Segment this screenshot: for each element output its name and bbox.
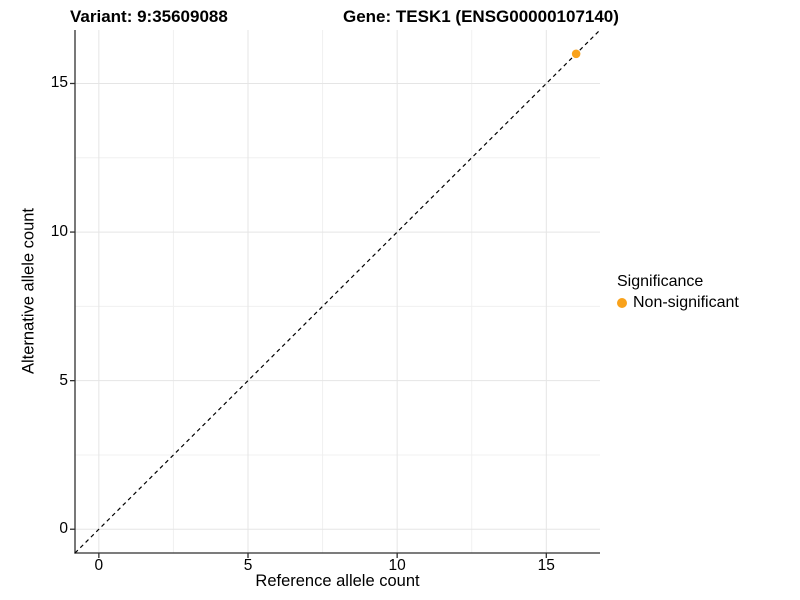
legend-title: Significance xyxy=(617,273,704,290)
y-tick-label: 0 xyxy=(59,520,68,538)
x-tick-label: 0 xyxy=(94,557,104,574)
y-tick-label: 10 xyxy=(50,223,68,241)
y-axis-title: Alternative allele count xyxy=(19,207,38,375)
y-tick-label: 15 xyxy=(50,74,68,92)
data-point xyxy=(571,49,581,59)
x-tick-label: 10 xyxy=(388,557,406,574)
x-tick-label: 5 xyxy=(243,557,253,574)
identity-dashed-line xyxy=(74,29,601,554)
legend-item-non-significant: Non-significant xyxy=(617,293,739,312)
legend-dot-icon xyxy=(617,297,627,308)
y-tick-label: 5 xyxy=(59,371,68,389)
legend-item-label: Non-significant xyxy=(633,294,739,311)
variant-title: Variant: 9:35609088 xyxy=(70,7,228,26)
x-tick-label: 15 xyxy=(537,557,555,574)
gene-title: Gene: TESK1 (ENSG00000107140) xyxy=(343,7,619,26)
legend: Significance Non-significant xyxy=(617,272,739,312)
x-axis-title: Reference allele count xyxy=(255,572,420,590)
